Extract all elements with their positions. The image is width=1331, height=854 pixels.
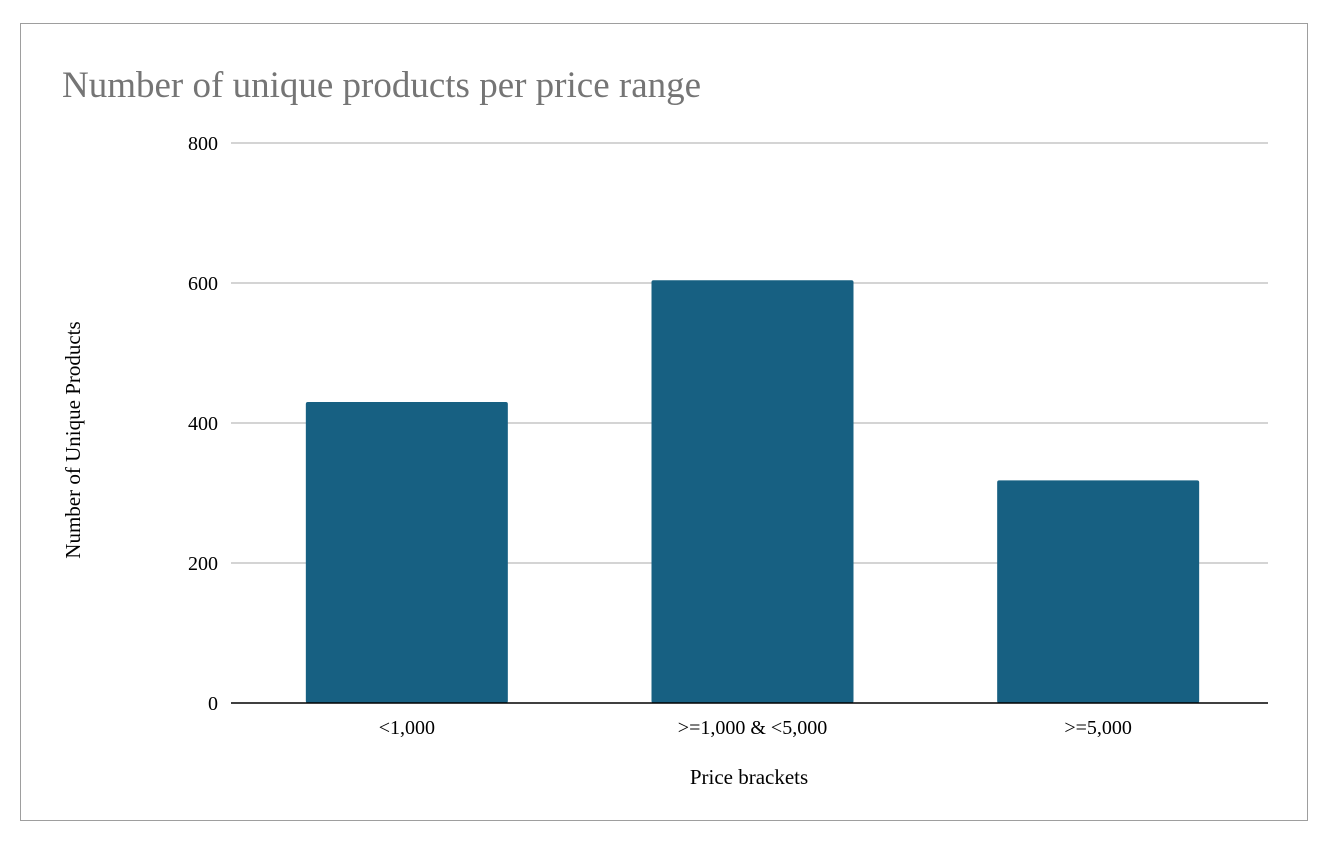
- x-tick-label: <1,000: [379, 717, 435, 739]
- y-axis-ticks: 0 200 400 600 800: [188, 133, 218, 715]
- chart-title: Number of unique products per price rang…: [62, 65, 701, 106]
- x-tick-label: >=5,000: [1064, 717, 1132, 739]
- x-axis-label: Price brackets: [690, 765, 808, 789]
- bar: [305, 402, 508, 703]
- y-tick-label: 400: [188, 413, 218, 435]
- y-tick-label: 600: [188, 273, 218, 295]
- bars: [305, 280, 1200, 703]
- y-tick-label: 800: [188, 133, 218, 155]
- x-tick-label: >=1,000 & <5,000: [678, 717, 827, 739]
- x-axis-ticks: <1,000 >=1,000 & <5,000 >=5,000: [379, 717, 1132, 739]
- bar: [997, 480, 1200, 703]
- y-tick-label: 200: [188, 553, 218, 575]
- bar: [651, 280, 854, 703]
- y-axis-label: Number of Unique Products: [61, 321, 85, 558]
- y-tick-label: 0: [208, 693, 218, 715]
